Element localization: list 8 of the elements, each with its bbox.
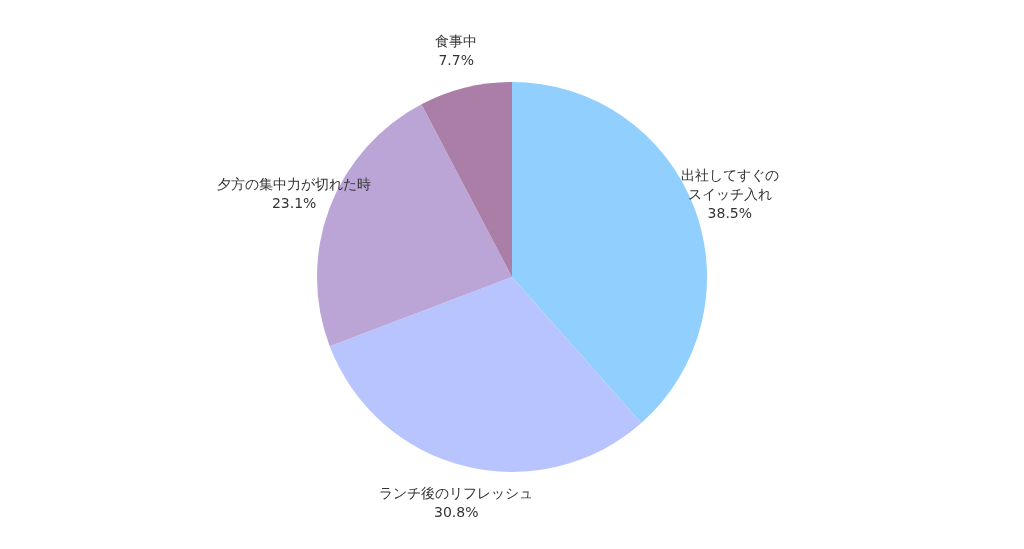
slice-label: 食事中 [435,31,478,51]
data-label: 30.8% [433,503,480,523]
slice-label: ランチ後のリフレッシュ [379,484,534,504]
data-label: 7.7% [437,50,475,70]
data-label: 38.5% [706,203,754,223]
slice-label: 夕方の集中力が切れた時 [217,175,372,195]
data-label: 23.1% [270,194,318,214]
slice-label: 出社してすぐのスイッチ入れ [679,165,780,204]
